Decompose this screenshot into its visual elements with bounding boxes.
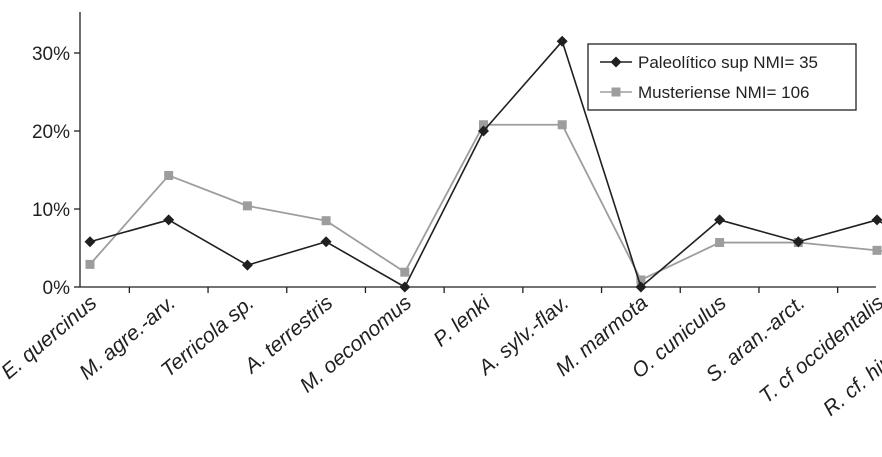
- data-point: [556, 35, 568, 47]
- y-tick-label: 30%: [32, 44, 70, 65]
- x-tick-label: P. lenki: [429, 290, 495, 351]
- data-point: [557, 120, 567, 130]
- legend-item: Musteriense NMI= 106: [600, 83, 810, 102]
- legend: Paleolítico sup NMI= 35 Musteriense NMI= …: [587, 43, 857, 111]
- series-musteriense: [85, 120, 882, 285]
- data-point: [84, 236, 96, 248]
- data-point: [714, 214, 726, 226]
- data-point: [610, 56, 622, 68]
- y-tick-label: 10%: [32, 200, 70, 221]
- series-line: [89, 123, 882, 281]
- data-point: [163, 214, 175, 226]
- series-line: [89, 40, 882, 288]
- data-point: [715, 238, 725, 248]
- data-point: [164, 170, 174, 180]
- data-point: [635, 281, 647, 293]
- data-point: [320, 236, 332, 248]
- axes: [79, 12, 876, 288]
- legend-label: Paleolítico sup NMI= 35: [638, 53, 818, 72]
- legend-item: Paleolítico sup NMI= 35: [600, 53, 818, 72]
- y-tick-label: 20%: [32, 122, 70, 143]
- data-point: [478, 125, 489, 137]
- data-point: [636, 275, 646, 285]
- data-point: [85, 259, 95, 269]
- legend-box: [587, 43, 857, 111]
- data-point: [872, 245, 882, 255]
- series-paleolitico-sup: [84, 35, 882, 293]
- y-axis-ticks: 0% 10% 20% 30%: [32, 44, 80, 299]
- data-point: [400, 267, 410, 277]
- legend-label: Musteriense NMI= 106: [638, 83, 810, 102]
- data-point: [241, 259, 253, 271]
- data-point: [792, 236, 804, 248]
- data-point: [611, 87, 621, 97]
- data-point: [479, 120, 488, 130]
- data-point: [321, 216, 331, 226]
- data-point: [871, 214, 882, 226]
- y-tick-label: 0%: [43, 278, 71, 299]
- data-point: [242, 201, 252, 211]
- series-layer: [84, 35, 882, 293]
- data-point: [399, 281, 411, 293]
